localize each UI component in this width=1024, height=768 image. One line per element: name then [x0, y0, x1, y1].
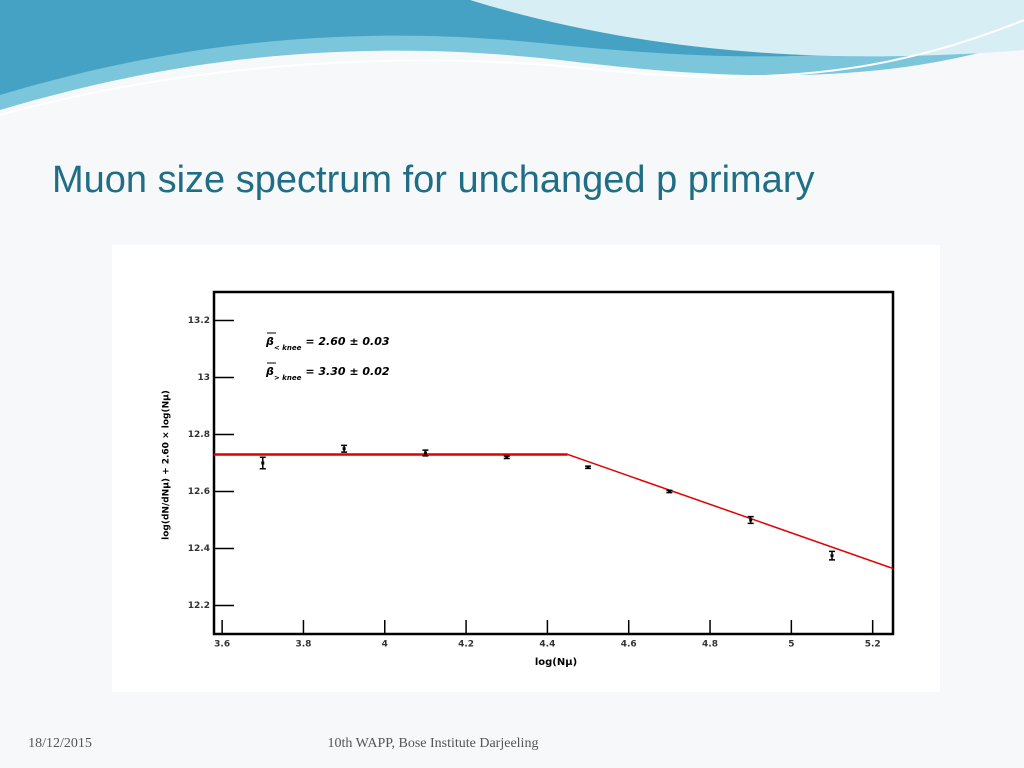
chart-panel: [112, 245, 940, 692]
header-curve: [0, 19, 1024, 116]
data-point: [505, 455, 509, 459]
annotation-subscript: < knee: [274, 344, 302, 352]
x-tick-label: 4.2: [458, 640, 474, 650]
annotation: β< knee = 2.60 ± 0.03: [265, 335, 390, 352]
x-tick-label: 5.2: [865, 640, 881, 650]
data-point: [830, 554, 834, 558]
x-tick-label: 5: [788, 640, 794, 650]
annotation: β> knee = 3.30 ± 0.02: [265, 365, 390, 382]
x-tick-label: 4.8: [702, 640, 718, 650]
annotation-subscript: > knee: [274, 374, 302, 382]
x-tick-label: 4.4: [539, 640, 555, 650]
y-tick-label: 12.2: [188, 601, 210, 611]
header-wave: [470, 0, 1024, 57]
x-axis-label: log(Nμ): [535, 657, 577, 668]
data-point: [749, 518, 753, 522]
plot-frame: [212, 290, 895, 636]
data-point: [342, 447, 346, 451]
data-point: [586, 465, 590, 469]
fit-line: [567, 453, 894, 570]
data-point: [423, 451, 427, 455]
x-tick-label: 3.8: [295, 640, 311, 650]
y-tick-label: 13.2: [188, 316, 210, 326]
footer-text: 10th WAPP, Bose Institute Darjeeling: [328, 736, 539, 751]
x-tick-label: 4.6: [621, 640, 637, 650]
data-point: [667, 490, 671, 493]
data-point: [261, 461, 265, 465]
y-tick-label: 12.6: [188, 487, 210, 497]
y-tick-label: 13: [197, 373, 210, 383]
annotation-symbol: β: [265, 335, 274, 348]
annotation-text: = 2.60 ± 0.03: [305, 335, 390, 348]
x-tick-label: 4: [382, 640, 388, 650]
annotation-symbol: β: [265, 365, 274, 378]
y-axis-label: log(dN/dNμ) + 2.60 × log(Nμ): [162, 390, 172, 540]
slide-title: Muon size spectrum for unchanged p prima…: [52, 159, 814, 201]
y-tick-label: 12.8: [188, 430, 210, 440]
annotation-text: = 3.30 ± 0.02: [305, 365, 390, 378]
footer-date: 18/12/2015: [28, 736, 92, 751]
x-tick-label: 3.6: [214, 640, 230, 650]
y-tick-label: 12.4: [188, 544, 210, 554]
